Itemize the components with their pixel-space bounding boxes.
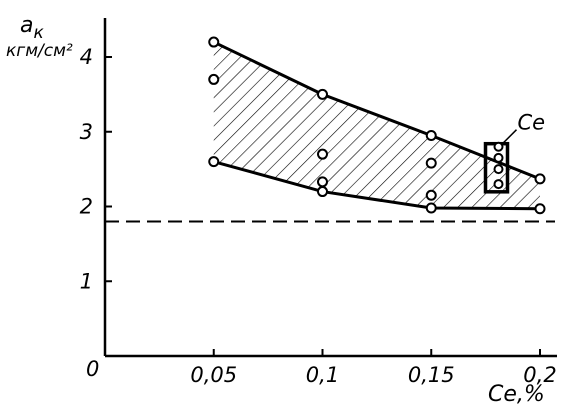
data-point (534, 173, 546, 185)
data-point (425, 189, 437, 201)
data-point (208, 156, 220, 168)
lower-envelope-line (213, 160, 541, 211)
x-tick-label: 0,15 (408, 363, 455, 387)
y-tick-label: 4 (80, 45, 93, 69)
ce-point (493, 152, 504, 163)
x-tick-label: 0,2 (523, 363, 556, 387)
y-axis-unit: кгм/см² (6, 41, 73, 61)
ticks: 1 2 3 4 0,05 0,1 0,15 0,2 (80, 45, 557, 387)
ce-marker: Ce (483, 111, 546, 194)
data-point (208, 73, 220, 85)
ce-annotation-label: Ce (518, 111, 546, 135)
y-tick-label: 3 (80, 120, 93, 144)
y-tick-label: 2 (80, 195, 93, 219)
y-axis-title-subscript: к (33, 23, 44, 43)
x-tick-label: 0,05 (190, 363, 237, 387)
data-point (317, 176, 328, 188)
data-points (208, 36, 546, 215)
ce-point (493, 141, 504, 152)
ce-point (493, 164, 504, 175)
envelope-band (213, 40, 541, 211)
data-point (317, 186, 328, 198)
data-point (425, 129, 437, 141)
data-point (425, 157, 437, 169)
x-axis-title: Ce,% (488, 382, 545, 407)
data-point (208, 36, 220, 48)
origin-label: 0 (86, 357, 99, 381)
data-point (317, 148, 328, 160)
y-tick-label: 1 (80, 269, 93, 293)
x-tick-label: 0,1 (306, 363, 339, 387)
ce-point (493, 179, 504, 190)
ce-leader-line (499, 129, 518, 147)
axes (103, 18, 557, 358)
y-axis-title: aк (20, 13, 44, 43)
data-point (317, 88, 328, 100)
scatter-band-area (213, 42, 540, 209)
y-axis-title-main: a (20, 13, 33, 38)
data-point (425, 202, 437, 214)
data-point (534, 203, 546, 215)
